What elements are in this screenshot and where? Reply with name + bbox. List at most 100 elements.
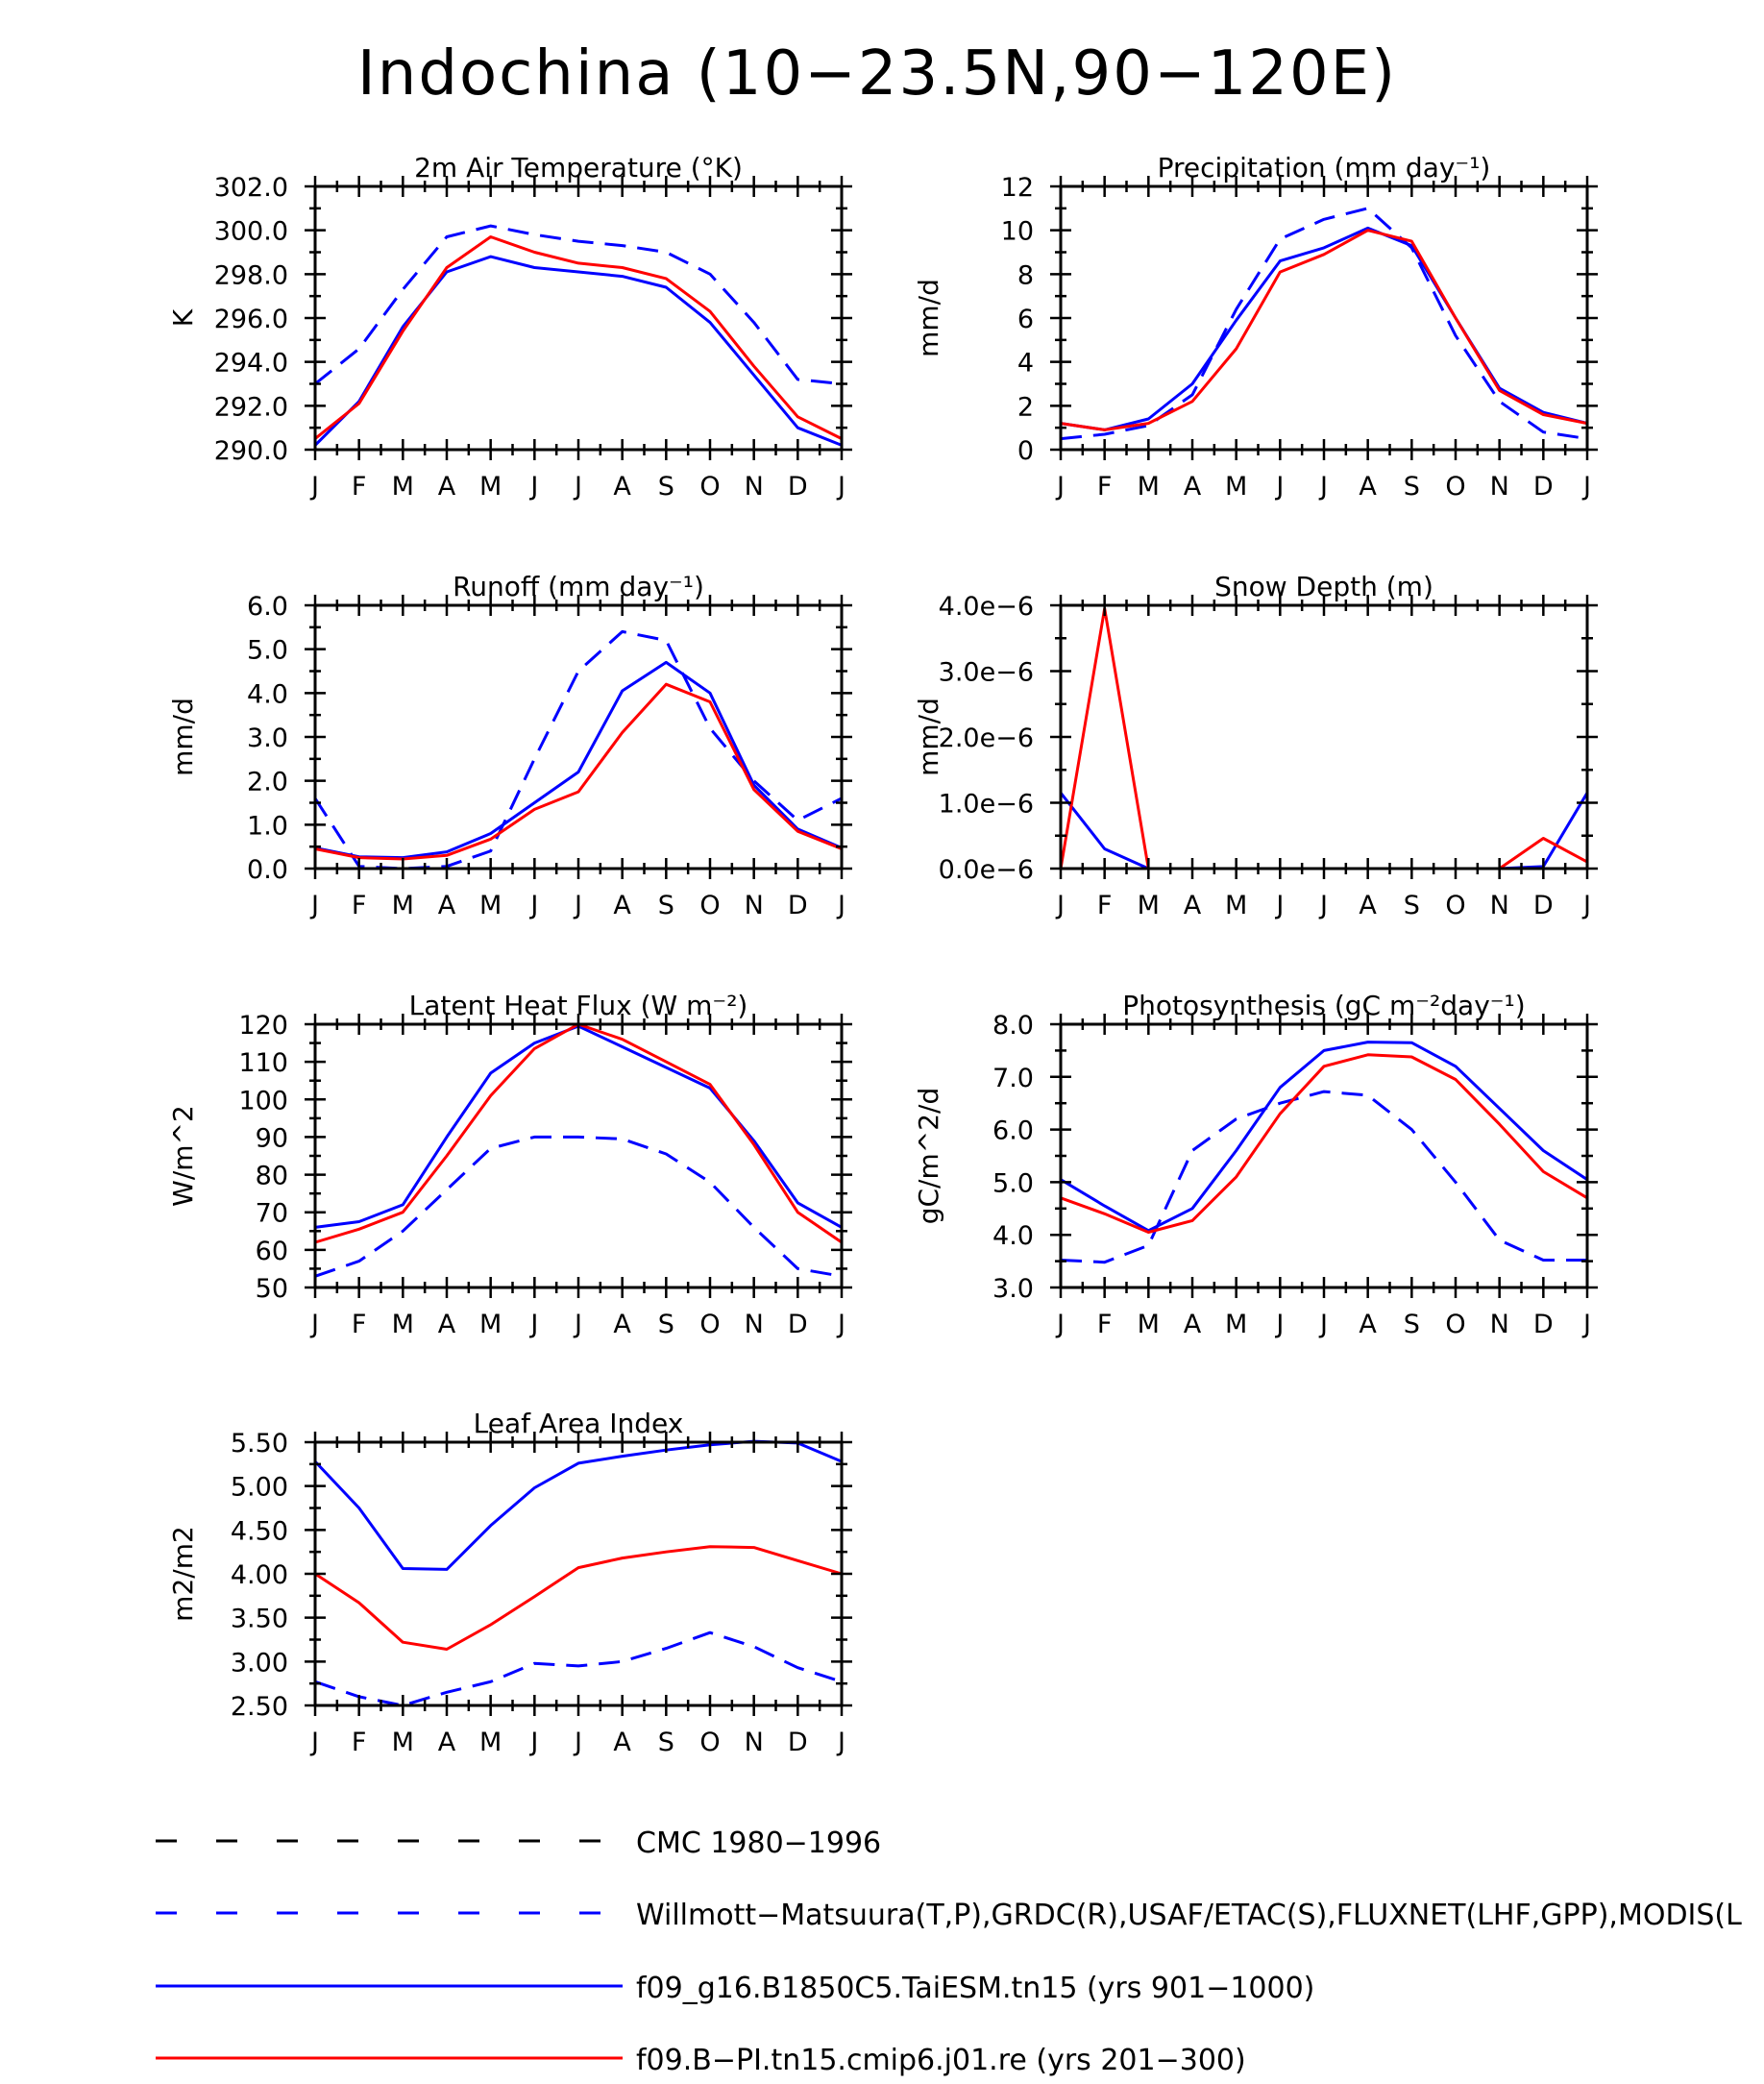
x-tick-label: J: [528, 891, 538, 920]
x-tick-label: S: [1404, 891, 1420, 920]
x-tick-label: D: [1533, 1310, 1554, 1339]
x-tick-label: F: [352, 1728, 367, 1757]
y-axis-label: gC/m^2/d: [913, 1088, 944, 1225]
x-tick-label: A: [438, 1728, 456, 1757]
series-line: [314, 1630, 843, 1707]
y-tick-label: 3.0: [992, 1274, 1034, 1304]
plot-frame: [313, 603, 844, 870]
series-line: [1060, 226, 1588, 431]
x-tick-label: J: [1318, 1310, 1328, 1339]
panel-5: Latent Heat Flux (W m⁻²)J F M A M J J A S O N D J506…: [167, 990, 852, 1339]
x-tick-label: J: [1055, 891, 1065, 920]
y-tick-label: 5.0: [247, 636, 288, 666]
y-tick-label: 5.50: [231, 1429, 288, 1459]
panel-1: 2m Air Temperature (°K)J F M A M J J A S O N D J290.…: [167, 152, 852, 502]
y-tick-label: 70: [256, 1199, 288, 1229]
x-tick-label: D: [788, 1310, 808, 1339]
y-tick-label: 4.00: [231, 1560, 288, 1590]
y-tick-label: 7.0: [992, 1064, 1034, 1093]
x-tick-label: S: [658, 1310, 674, 1339]
x-tick-label: M: [1138, 1310, 1160, 1339]
y-axis-label: K: [167, 308, 199, 327]
x-tick-label: S: [1404, 472, 1420, 502]
y-tick-label: 3.00: [231, 1648, 288, 1678]
x-tick-label: N: [1490, 1310, 1509, 1339]
series-line: [314, 660, 843, 860]
series-line: [314, 224, 843, 385]
x-tick-label: A: [438, 1310, 456, 1339]
x-tick-label: J: [573, 472, 582, 502]
x-tick-label: M: [392, 472, 414, 502]
x-tick-label: S: [1404, 1310, 1420, 1339]
y-tick-label: 302.0: [214, 173, 288, 203]
x-tick-label: F: [352, 891, 367, 920]
x-tick-label: J: [309, 472, 319, 502]
legend-entry: Willmott−Matsuura(T,P),GRDC(R),USAF/ETAC…: [156, 1899, 1742, 1932]
x-tick-label: J: [309, 891, 319, 920]
x-tick-label: J: [836, 891, 845, 920]
y-tick-label: 292.0: [214, 392, 288, 422]
panel-6: Photosynthesis (gC m⁻²day⁻¹)J F M A M J J A S O N D…: [913, 990, 1598, 1339]
x-tick-label: M: [392, 891, 414, 920]
y-tick-label: 120: [238, 1011, 288, 1041]
x-tick-label: J: [1055, 1310, 1065, 1339]
series-line: [314, 235, 843, 440]
x-tick-label: A: [438, 891, 456, 920]
x-tick-label: M: [392, 1728, 414, 1757]
y-tick-label: 110: [238, 1048, 288, 1078]
legend-label: f09_g16.B1850C5.TaiESM.tn15 (yrs 901−100…: [636, 1972, 1314, 2005]
y-tick-label: 4.0: [247, 679, 288, 709]
legend-entry: CMC 1980−1996: [156, 1827, 881, 1860]
y-tick-label: 8.0: [992, 1011, 1034, 1041]
x-tick-label: J: [573, 1728, 582, 1757]
y-tick-label: 2.0e−6: [939, 723, 1034, 753]
series-line: [313, 255, 843, 447]
series-group: [313, 224, 843, 447]
series-line: [1059, 792, 1589, 870]
plot-frame: [313, 184, 844, 452]
legend-label: f09.B−PI.tn15.cmip6.j01.re (yrs 201−300): [636, 2044, 1246, 2077]
y-tick-label: 1.0e−6: [939, 790, 1034, 820]
series-line: [1060, 1041, 1588, 1233]
x-tick-label: N: [1490, 472, 1509, 502]
x-tick-label: A: [1359, 472, 1377, 502]
x-tick-label: J: [836, 1310, 845, 1339]
y-tick-label: 3.0: [247, 723, 288, 753]
x-tick-label: S: [658, 891, 674, 920]
x-tick-label: D: [1533, 472, 1554, 502]
plot-frame: [1059, 603, 1589, 870]
x-tick-label: N: [745, 1310, 764, 1339]
x-tick-label: J: [1274, 1310, 1284, 1339]
y-tick-label: 290.0: [214, 436, 288, 466]
y-tick-label: 0.0e−6: [939, 855, 1034, 885]
x-tick-label: O: [699, 1728, 720, 1757]
series-line: [313, 629, 843, 870]
x-tick-label: N: [1490, 891, 1509, 920]
x-tick-label: A: [1359, 1310, 1377, 1339]
y-tick-label: 4: [1017, 349, 1034, 379]
series-group: [313, 1439, 843, 1707]
x-tick-label: D: [788, 472, 808, 502]
legend-label: Willmott−Matsuura(T,P),GRDC(R),USAF/ETAC…: [636, 1899, 1742, 1932]
series-line: [1060, 1090, 1587, 1264]
x-tick-label: D: [788, 1728, 808, 1757]
x-tick-label: A: [1359, 891, 1377, 920]
series-group: [1059, 606, 1589, 870]
x-tick-label: F: [1097, 472, 1113, 502]
x-tick-label: J: [528, 472, 538, 502]
x-tick-label: M: [479, 472, 502, 502]
plot-frame: [1059, 184, 1589, 452]
y-tick-label: 6.0: [992, 1116, 1034, 1146]
x-tick-label: A: [438, 472, 456, 502]
y-tick-label: 6.0: [247, 592, 288, 622]
x-tick-label: J: [573, 1310, 582, 1339]
y-tick-label: 300.0: [214, 217, 288, 247]
x-tick-label: A: [613, 472, 631, 502]
series-line: [1060, 1053, 1588, 1234]
y-tick-label: 60: [256, 1237, 288, 1266]
x-tick-label: A: [1184, 1310, 1202, 1339]
y-tick-label: 8: [1017, 260, 1034, 290]
x-tick-label: O: [1445, 891, 1465, 920]
y-tick-label: 50: [256, 1274, 288, 1304]
